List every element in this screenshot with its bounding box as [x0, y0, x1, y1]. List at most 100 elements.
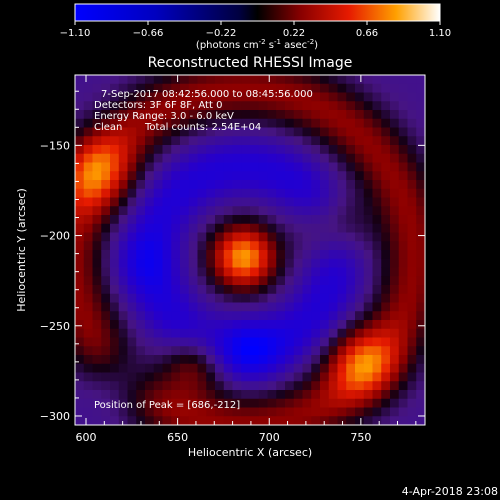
- heatmap-cell: [118, 232, 128, 242]
- heatmap-cell: [232, 381, 242, 391]
- heatmap-cell: [145, 197, 155, 207]
- heatmap-cell: [110, 83, 120, 93]
- heatmap-cell: [258, 250, 268, 260]
- heatmap-cell: [206, 372, 216, 382]
- heatmap-cell: [276, 145, 286, 155]
- heatmap-cell: [215, 311, 225, 321]
- heatmap-cell: [320, 162, 330, 172]
- heatmap-cell: [363, 416, 373, 425]
- heatmap-cell: [136, 101, 146, 111]
- heatmap-cell: [188, 355, 198, 365]
- heatmap-cell: [215, 276, 225, 286]
- heatmap-cell: [232, 311, 242, 321]
- heatmap-cell: [171, 337, 181, 347]
- heatmap-cell: [302, 337, 312, 347]
- heatmap-cell: [223, 355, 233, 365]
- heatmap-cell: [223, 188, 233, 198]
- heatmap-cell: [346, 258, 356, 268]
- heatmap-cell: [110, 197, 120, 207]
- heatmap-cell: [197, 337, 207, 347]
- heatmap-cell: [363, 363, 373, 373]
- heatmap-cell: [110, 127, 120, 137]
- heatmap-cell: [145, 101, 155, 111]
- heatmap-cell: [145, 171, 155, 181]
- heatmap-cell: [320, 320, 330, 330]
- heatmap-cell: [118, 75, 128, 85]
- heatmap-cell: [258, 381, 268, 391]
- heatmap-cell: [101, 320, 111, 330]
- heatmap-cell: [346, 398, 356, 408]
- heatmap-cell: [328, 407, 338, 417]
- heatmap-cell: [232, 136, 242, 146]
- heatmap-cell: [127, 92, 137, 102]
- heatmap-cell: [206, 407, 216, 417]
- heatmap-cell: [83, 337, 93, 347]
- heatmap-cell: [197, 110, 207, 120]
- heatmap-cell: [416, 197, 425, 207]
- heatmap-cell: [162, 110, 172, 120]
- heatmap-cell: [197, 363, 207, 373]
- heatmap-cell: [145, 320, 155, 330]
- heatmap-cell: [232, 241, 242, 251]
- heatmap-cell: [320, 337, 330, 347]
- heatmap-cell: [180, 267, 190, 277]
- heatmap-cell: [346, 127, 356, 137]
- heatmap-cell: [372, 241, 382, 251]
- heatmap-cell: [276, 197, 286, 207]
- heatmap-cell: [276, 101, 286, 111]
- heatmap-cell: [372, 118, 382, 128]
- heatmap-cell: [188, 136, 198, 146]
- heatmap-cell: [293, 118, 303, 128]
- heatmap-cell: [162, 153, 172, 163]
- heatmap-cell: [118, 390, 128, 400]
- heatmap-cell: [92, 83, 102, 93]
- heatmap-cell: [241, 101, 251, 111]
- heatmap-cell: [337, 267, 347, 277]
- heatmap-cell: [197, 127, 207, 137]
- heatmap-cell: [363, 293, 373, 303]
- heatmap-cell: [337, 320, 347, 330]
- heatmap-cell: [398, 136, 408, 146]
- heatmap-cell: [83, 215, 93, 225]
- heatmap-cell: [398, 206, 408, 216]
- heatmap-cell: [407, 92, 417, 102]
- heatmap-cell: [188, 381, 198, 391]
- heatmap-cell: [311, 171, 321, 181]
- heatmap-cell: [110, 346, 120, 356]
- heatmap-cell: [416, 215, 425, 225]
- heatmap-cell: [101, 232, 111, 242]
- heatmap-cell: [215, 75, 225, 85]
- heatmap-cell: [197, 241, 207, 251]
- heatmap-cell: [110, 241, 120, 251]
- heatmap-cell: [398, 381, 408, 391]
- heatmap-cell: [232, 127, 242, 137]
- heatmap-cell: [136, 276, 146, 286]
- heatmap-cell: [162, 145, 172, 155]
- heatmap-cell: [337, 180, 347, 190]
- heatmap-cell: [416, 311, 425, 321]
- heatmap-cell: [92, 110, 102, 120]
- heatmap-cell: [180, 136, 190, 146]
- heatmap-cell: [311, 180, 321, 190]
- heatmap-cell: [355, 267, 365, 277]
- heatmap-cell: [267, 285, 277, 295]
- heatmap-cell: [162, 127, 172, 137]
- heatmap-cell: [293, 355, 303, 365]
- heatmap-cell: [285, 320, 295, 330]
- heatmap-cell: [136, 320, 146, 330]
- heatmap-cell: [232, 276, 242, 286]
- heatmap-cell: [206, 223, 216, 233]
- heatmap-cell: [337, 302, 347, 312]
- heatmap-cell: [311, 311, 321, 321]
- heatmap-cell: [337, 250, 347, 260]
- heatmap-cell: [285, 363, 295, 373]
- heatmap-cell: [293, 223, 303, 233]
- heatmap-cell: [363, 372, 373, 382]
- heatmap-cell: [110, 180, 120, 190]
- heatmap-cell: [180, 118, 190, 128]
- heatmap-cell: [285, 285, 295, 295]
- heatmap-cell: [390, 320, 400, 330]
- heatmap-cell: [346, 285, 356, 295]
- heatmap-cell: [302, 92, 312, 102]
- heatmap-cell: [136, 346, 146, 356]
